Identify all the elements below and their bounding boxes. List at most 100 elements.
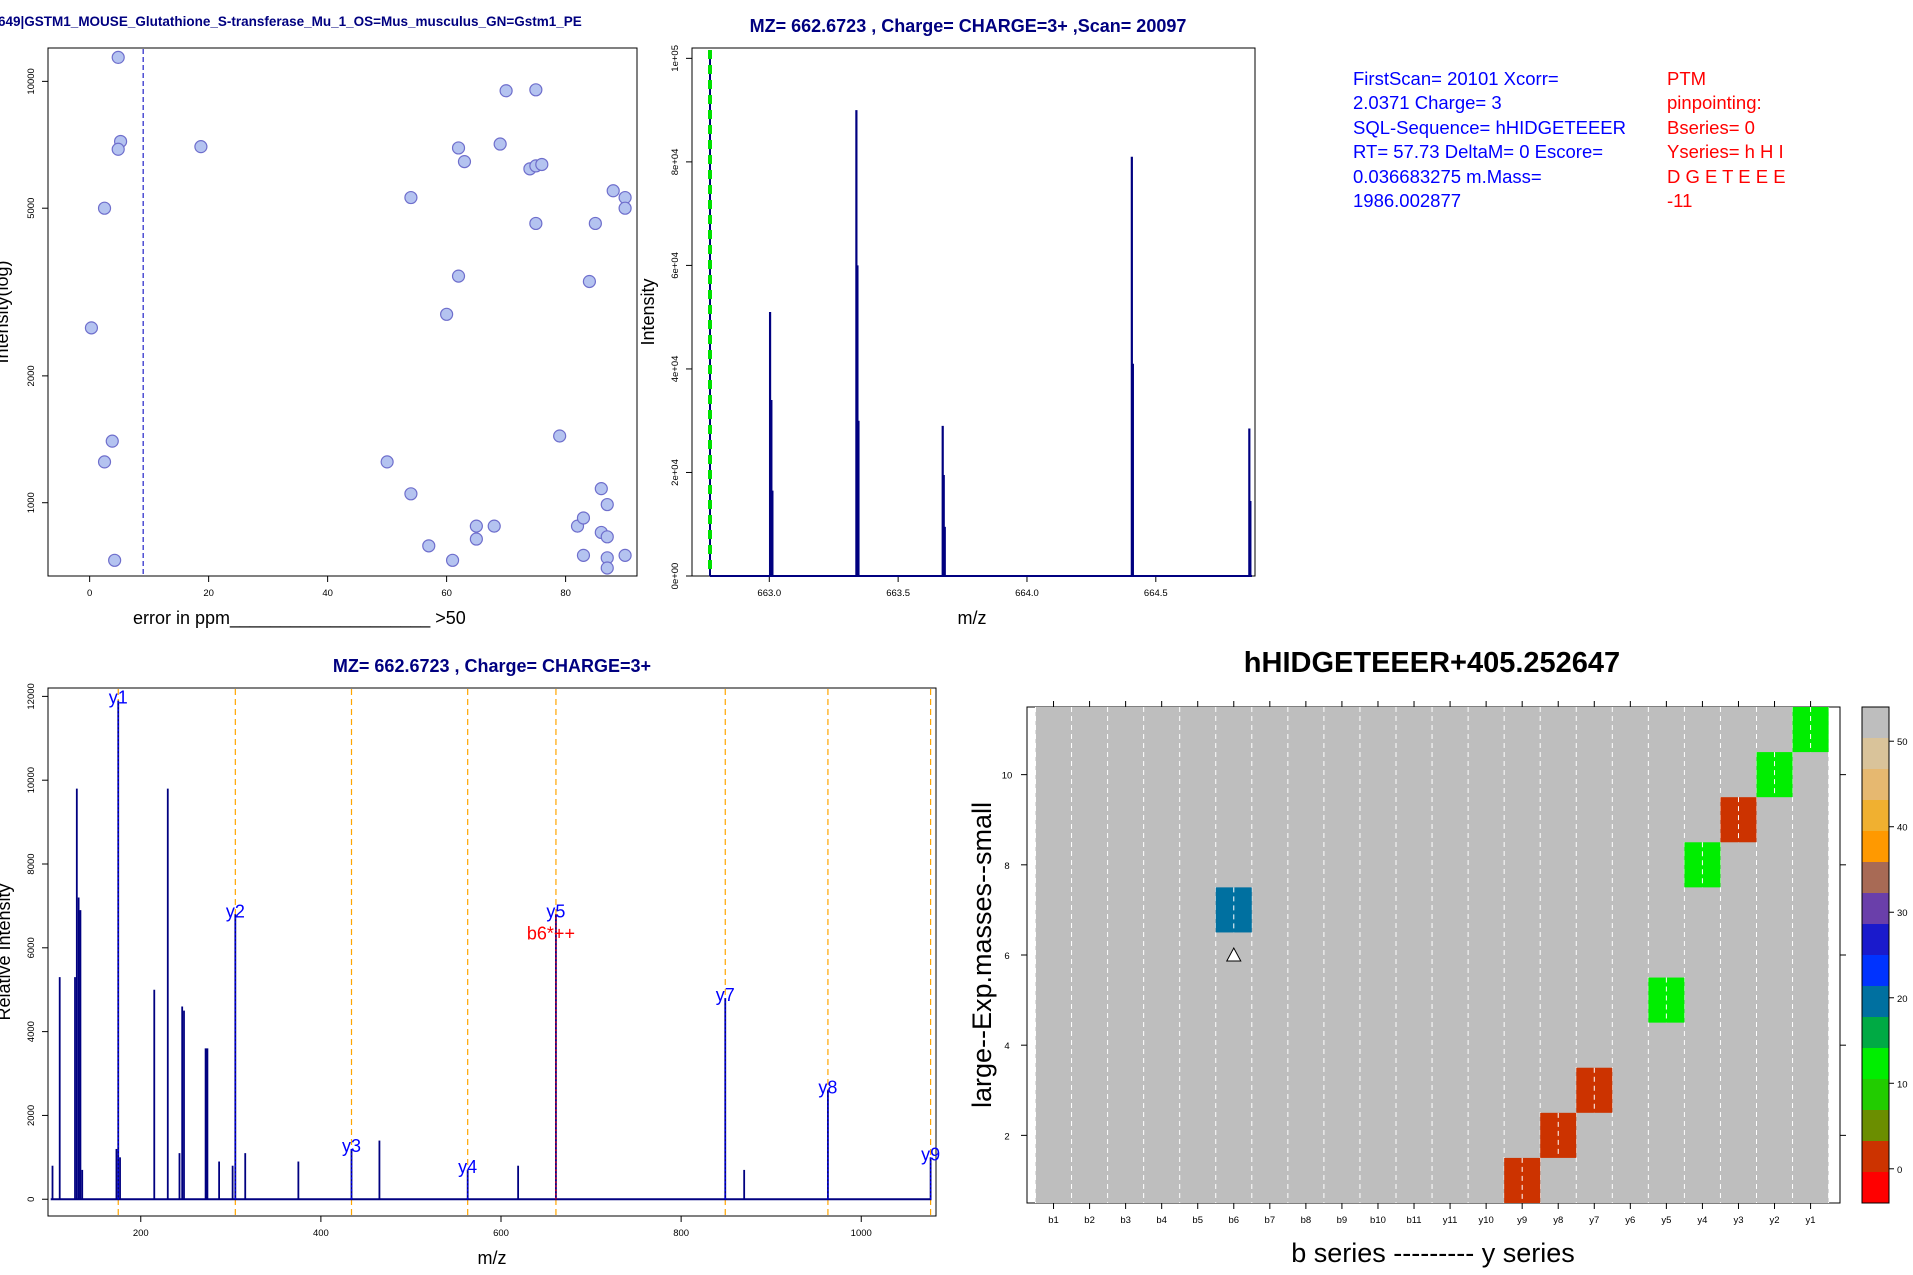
y-tick-label: 0e+00 (670, 563, 681, 590)
x-category-label: b1 (1048, 1215, 1059, 1226)
scatter-point (588, 216, 602, 231)
y-tick-label: 8e+04 (670, 149, 681, 176)
scatter-point (600, 561, 614, 575)
scatter-point (380, 455, 394, 469)
colorbar-tick-label: 0 (1897, 1165, 1902, 1176)
x-category-label: y3 (1733, 1215, 1743, 1226)
ion-heatmap-ylabel: large--Exp.masses--small (967, 802, 997, 1108)
ion-label: y7 (716, 985, 735, 1005)
x-tick-label: 0 (87, 588, 92, 599)
x-category-label: b7 (1265, 1215, 1276, 1226)
colorbar-swatch (1862, 707, 1889, 738)
scatter-point (84, 321, 99, 335)
fragment-spectrum-ylabel: Relative Intensity (0, 883, 14, 1020)
error-scatter-xlabel: error in ppm____________________ >50 (133, 608, 466, 629)
x-tick-label: 600 (493, 1228, 509, 1239)
scatter-point (576, 511, 591, 525)
x-category-label: y4 (1697, 1215, 1707, 1226)
scatter-point (440, 307, 454, 321)
precursor-spectrum-title: MZ= 662.6723 , Charge= CHARGE=3+ ,Scan= … (750, 16, 1187, 36)
scatter-point (469, 519, 483, 533)
y-tick-label: 2 (1004, 1131, 1009, 1142)
ion-heatmap-panel: hHIDGETEEER+405.252647 b series --------… (967, 647, 1908, 1268)
y-tick-label: 4000 (26, 1021, 37, 1042)
colorbar-tick-label: 50 (1897, 737, 1908, 748)
y-tick-label: 0 (26, 1197, 37, 1202)
scatter-point (469, 532, 483, 546)
scatter-point (445, 553, 460, 567)
psm-info-text: FirstScan= 20101 Xcorr= 2.0371 Charge= 3… (1353, 68, 1627, 212)
scatter-point (499, 84, 513, 98)
ion-label: y5 (546, 901, 565, 921)
y-tick-label: 8 (1004, 861, 1009, 872)
ptm-pinpointing-text: PTM pinpointing: Bseries= 0 Yseries= h H… (1667, 68, 1786, 212)
scatter-point (600, 497, 614, 512)
scatter-point (97, 201, 112, 215)
scatter-point (529, 83, 543, 97)
y-tick-label: 8000 (26, 853, 37, 874)
x-category-label: y6 (1625, 1215, 1635, 1226)
fragment-spectrum-panel: MZ= 662.6723 , Charge= CHARGE=3+ m/z Rel… (0, 656, 940, 1268)
x-category-label: y9 (1517, 1215, 1527, 1226)
colorbar-tick-label: 20 (1897, 994, 1908, 1005)
scatter-point (111, 142, 125, 156)
colorbar-swatch (1862, 924, 1889, 955)
x-category-label: y1 (1806, 1215, 1816, 1226)
x-tick-label: 400 (313, 1228, 329, 1239)
ion-heatmap-title: hHIDGETEEER+405.252647 (1244, 647, 1620, 679)
colorbar-swatch (1862, 893, 1889, 924)
scatter-point (582, 274, 597, 289)
y-tick-label: 6000 (26, 937, 37, 958)
y-tick-label: 12000 (26, 683, 37, 709)
ion-label: y4 (458, 1157, 477, 1177)
ion-label: y3 (342, 1136, 361, 1156)
y-tick-label: 1000 (26, 492, 37, 513)
scatter-point (111, 50, 125, 64)
y-tick-label: 10000 (26, 68, 37, 94)
ion-label: y1 (109, 688, 128, 708)
ion-label: y2 (226, 901, 245, 921)
x-tick-label: 40 (322, 588, 333, 599)
scatter-point (422, 539, 436, 553)
scatter-point (535, 157, 549, 172)
y-tick-label: 10000 (26, 767, 37, 793)
x-category-label: y11 (1443, 1215, 1458, 1226)
x-category-label: y2 (1770, 1215, 1780, 1226)
x-tick-label: 663.5 (886, 588, 910, 599)
x-category-label: b10 (1370, 1215, 1386, 1226)
colorbar-swatch (1862, 955, 1889, 986)
y-tick-label: 4e+04 (670, 356, 681, 383)
x-category-label: y10 (1478, 1215, 1493, 1226)
fragment-spectrum-title: MZ= 662.6723 , Charge= CHARGE=3+ (333, 656, 651, 676)
colorbar-swatch (1862, 1048, 1889, 1079)
x-category-label: b9 (1337, 1215, 1348, 1226)
triangle-marker (1225, 946, 1242, 962)
x-tick-label: 20 (203, 588, 214, 599)
y-tick-label: 6 (1004, 951, 1009, 962)
x-category-label: b2 (1084, 1215, 1095, 1226)
scatter-point (451, 269, 466, 283)
colorbar-swatch (1862, 1141, 1889, 1172)
colorbar-swatch (1862, 800, 1889, 831)
y-tick-label: 10 (1002, 771, 1013, 782)
x-category-label: b3 (1120, 1215, 1131, 1226)
ion-label: y9 (921, 1144, 940, 1164)
colorbar-swatch (1862, 738, 1889, 769)
scatter-point (404, 190, 418, 205)
x-tick-label: 1000 (851, 1228, 872, 1239)
precursor-spectrum-ylabel: Intensity (638, 278, 658, 345)
y-tick-label: 4 (1004, 1041, 1009, 1052)
colorbar-swatch (1862, 1172, 1889, 1203)
x-category-label: y8 (1553, 1215, 1563, 1226)
colorbar-tick-label: 10 (1897, 1079, 1908, 1090)
y-tick-label: 2000 (26, 365, 37, 386)
colorbar-swatch (1862, 831, 1889, 862)
x-category-label: b5 (1192, 1215, 1203, 1226)
y-tick-label: 2000 (26, 1105, 37, 1126)
ion-heatmap-xlabel: b series --------- y series (1291, 1238, 1575, 1268)
y-tick-label: 6e+04 (670, 252, 681, 279)
precursor-spectrum-panel: MZ= 662.6723 , Charge= CHARGE=3+ ,Scan= … (638, 16, 1256, 628)
scatter-point (606, 184, 620, 198)
x-tick-label: 664.0 (1015, 588, 1039, 599)
